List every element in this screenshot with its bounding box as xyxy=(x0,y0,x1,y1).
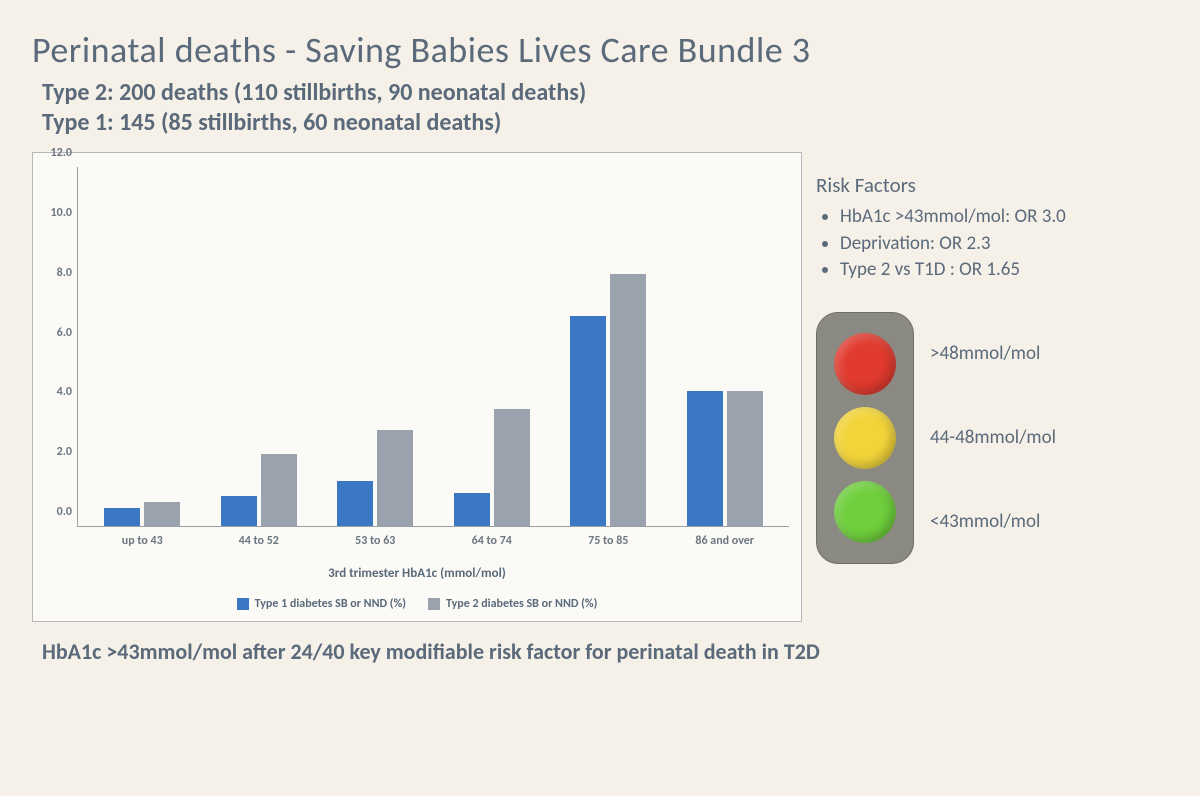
bar xyxy=(377,430,413,526)
legend-label-2: Type 2 diabetes SB or NND (%) xyxy=(446,597,597,611)
legend-swatch-1 xyxy=(237,598,249,610)
content-row: up to 4344 to 5253 to 6364 to 7475 to 85… xyxy=(32,152,1168,622)
y-tick-label: 6.0 xyxy=(38,326,72,340)
slide-title: Perinatal deaths - Saving Babies Lives C… xyxy=(32,28,1168,72)
bar-group: 53 to 63 xyxy=(326,430,424,526)
category-label: 44 to 52 xyxy=(199,534,319,548)
y-tick-label: 10.0 xyxy=(38,206,72,220)
bar xyxy=(727,391,763,526)
traffic-light-label: 44-48mmol/mol xyxy=(930,426,1056,449)
traffic-light-icon xyxy=(816,312,914,564)
traffic-light-panel: >48mmol/mol 44-48mmol/mol <43mmol/mol xyxy=(816,312,1168,564)
y-tick-label: 0.0 xyxy=(38,505,72,519)
bar xyxy=(261,454,297,526)
category-label: up to 43 xyxy=(82,534,202,548)
risk-factor-item: HbA1c >43mmol/mol: OR 3.0 xyxy=(840,204,1168,231)
bar xyxy=(221,496,257,526)
category-label: 75 to 85 xyxy=(548,534,668,548)
bar xyxy=(610,274,646,526)
bar xyxy=(494,409,530,526)
plot-area: up to 43 44 to 5253 to 6364 to 7475 to 85… xyxy=(77,167,789,527)
bar-groups: up to 43 44 to 5253 to 6364 to 7475 to 85… xyxy=(78,167,789,526)
legend-swatch-2 xyxy=(428,598,440,610)
subtitle-line-2: Type 1: 145 (85 stillbirths, 60 neonatal… xyxy=(32,108,1168,138)
bar-group: 86 and over xyxy=(676,391,774,526)
subtitle-line-1: Type 2: 200 deaths (110 stillbirths, 90 … xyxy=(32,78,1168,108)
y-tick-label: 4.0 xyxy=(38,385,72,399)
y-tick-label: 2.0 xyxy=(38,445,72,459)
legend-label-1: Type 1 diabetes SB or NND (%) xyxy=(255,597,406,611)
risk-factors-list: HbA1c >43mmol/mol: OR 3.0 Deprivation: O… xyxy=(816,204,1168,284)
risk-factors-title: Risk Factors xyxy=(816,172,1168,198)
y-tick-label: 8.0 xyxy=(38,266,72,280)
traffic-light-bulb xyxy=(834,407,896,469)
bar-group: up to 43 xyxy=(93,502,191,526)
bar-chart: up to 4344 to 5253 to 6364 to 7475 to 85… xyxy=(32,152,802,622)
bar-group: 44 to 52 xyxy=(210,454,308,526)
bar xyxy=(337,481,373,526)
risk-factor-item: Type 2 vs T1D : OR 1.65 xyxy=(840,257,1168,284)
legend-item-1: Type 1 diabetes SB or NND (%) xyxy=(237,597,406,611)
bar xyxy=(454,493,490,526)
x-axis-label: 3rd trimester HbA1c (mmol/mol) xyxy=(33,566,801,581)
traffic-light-bulb xyxy=(834,481,896,543)
side-panel: Risk Factors HbA1c >43mmol/mol: OR 3.0 D… xyxy=(816,152,1168,622)
traffic-light-label: <43mmol/mol xyxy=(930,510,1056,533)
category-label: 64 to 74 xyxy=(432,534,552,548)
category-label: 86 and over xyxy=(665,534,785,548)
traffic-light-labels: >48mmol/mol 44-48mmol/mol <43mmol/mol xyxy=(930,312,1056,564)
category-label: 53 to 63 xyxy=(315,534,435,548)
bar xyxy=(104,508,140,526)
bar xyxy=(570,316,606,526)
traffic-light-bulb xyxy=(834,333,896,395)
legend-item-2: Type 2 diabetes SB or NND (%) xyxy=(428,597,597,611)
bar-group: 75 to 85 xyxy=(559,274,657,526)
chart-legend: Type 1 diabetes SB or NND (%) Type 2 dia… xyxy=(33,597,801,611)
bar xyxy=(687,391,723,526)
y-tick-label: 12.0 xyxy=(38,146,72,160)
bar-group: 64 to 74 xyxy=(443,409,541,526)
risk-factor-item: Deprivation: OR 2.3 xyxy=(840,231,1168,258)
bar xyxy=(144,502,180,526)
traffic-light-label: >48mmol/mol xyxy=(930,342,1056,365)
footer-statement: HbA1c >43mmol/mol after 24/40 key modifi… xyxy=(32,638,1168,665)
